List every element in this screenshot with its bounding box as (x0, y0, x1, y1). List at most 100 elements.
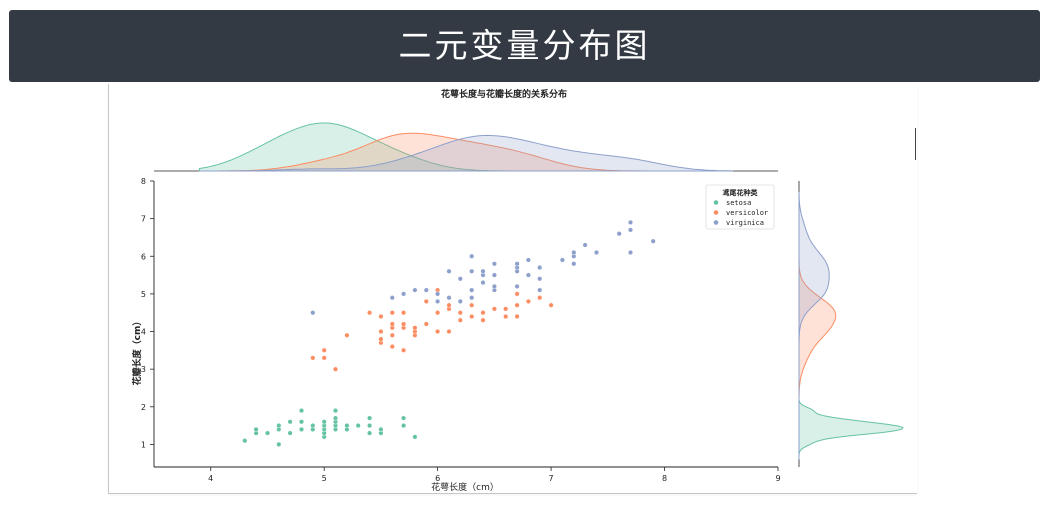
scatter-point-versicolor (389, 344, 395, 350)
scatter-point-virginica (491, 272, 497, 278)
scatter-point-virginica (571, 261, 577, 267)
scatter-point-virginica (469, 295, 475, 301)
scatter-point-virginica (423, 287, 429, 293)
scatter-point-setosa (242, 438, 248, 444)
scatter-point-versicolor (401, 310, 407, 316)
x-axis-label: 花萼长度（cm） (431, 481, 499, 493)
scatter-point-setosa (332, 408, 338, 414)
scatter-point-virginica (310, 310, 316, 316)
scatter-point-versicolor (378, 336, 384, 342)
scatter-point-versicolor (469, 302, 475, 308)
scatter-point-versicolor (514, 291, 520, 297)
main-axes: 4 5 6 7 8 9 1 2 3 4 5 6 7 8 (141, 177, 781, 483)
top-kde-virginica (199, 134, 734, 172)
y-tick-label: 6 (141, 252, 146, 261)
banner-title: 二元变量分布图 (398, 26, 651, 65)
scatter-point-virginica (446, 268, 452, 274)
scatter-point-versicolor (389, 310, 395, 316)
scatter-point-virginica (571, 249, 577, 255)
scatter-point-virginica (480, 268, 486, 274)
scatter-point-virginica (525, 257, 531, 263)
x-tick-label: 6 (435, 474, 440, 483)
legend-marker-setosa (713, 200, 719, 205)
right-marginal-kde (798, 181, 904, 467)
scatter-point-virginica (491, 261, 497, 267)
scatter-point-setosa (412, 434, 418, 440)
scatter-point-versicolor (401, 347, 407, 353)
scatter-point-virginica (514, 261, 520, 267)
scatter-point-versicolor (435, 310, 441, 316)
scatter-point-virginica (389, 295, 395, 301)
scatter-point-versicolor (503, 306, 509, 312)
scatter-point-versicolor (457, 310, 463, 316)
scatter-point-virginica (435, 291, 441, 297)
scatter-point-setosa (298, 408, 304, 414)
legend-marker-virginica (713, 220, 719, 225)
scatter-point-virginica (469, 268, 475, 274)
scatter-point-virginica (469, 253, 475, 259)
scatter-point-virginica (457, 276, 463, 282)
scatter-point-virginica (491, 283, 497, 289)
scatter-point-setosa (367, 415, 373, 421)
scatter-point-virginica (537, 287, 543, 293)
legend-box (705, 184, 775, 230)
scatter-point-virginica (469, 287, 475, 293)
scatter-point-virginica (412, 287, 418, 293)
scatter-point-versicolor (480, 310, 486, 316)
scatter-points (242, 219, 656, 447)
legend-marker-versicolor (713, 210, 719, 215)
x-tick-label: 8 (662, 474, 667, 483)
scatter-point-versicolor (503, 313, 509, 319)
scatter-point-virginica (401, 291, 407, 297)
legend-label-versicolor: versicolor (726, 209, 768, 217)
figure-edge-mark (915, 128, 916, 160)
scatter-point-setosa (298, 419, 304, 425)
y-tick-label: 3 (141, 365, 146, 374)
scatter-point-virginica (628, 219, 634, 225)
jointplot-figure: 4 5 6 7 8 9 1 2 3 4 5 6 7 8 鸢尾花种类 setosa versicolor virg… (108, 84, 917, 494)
scatter-point-setosa (367, 430, 373, 436)
scatter-point-setosa (287, 419, 293, 425)
legend-title: 鸢尾花种类 (723, 188, 759, 197)
scatter-point-setosa (321, 419, 327, 425)
scatter-point-virginica (616, 231, 622, 237)
scatter-point-virginica (582, 242, 588, 248)
scatter-point-versicolor (401, 321, 407, 327)
scatter-point-versicolor (435, 328, 441, 334)
scatter-point-versicolor (310, 355, 316, 361)
scatter-point-versicolor (525, 298, 531, 304)
scatter-point-versicolor (446, 328, 452, 334)
scatter-point-versicolor (321, 355, 327, 361)
chart-title: 花萼长度与花瓣长度的关系分布 (441, 88, 567, 100)
scatter-point-setosa (401, 423, 407, 429)
scatter-point-virginica (446, 295, 452, 301)
scatter-point-versicolor (321, 347, 327, 353)
y-axis-label: 花瓣长度（cm） (131, 317, 143, 386)
y-tick-label: 4 (141, 328, 146, 337)
x-tick-label: 7 (549, 474, 554, 483)
scatter-point-virginica (435, 298, 441, 304)
scatter-point-virginica (559, 257, 565, 263)
scatter-point-virginica (537, 276, 543, 282)
scatter-point-versicolor (423, 321, 429, 327)
scatter-point-setosa (355, 423, 361, 429)
scatter-point-virginica (480, 280, 486, 286)
scatter-point-setosa (344, 423, 350, 429)
scatter-point-versicolor (423, 298, 429, 304)
scatter-point-versicolor (469, 313, 475, 319)
right-kde-virginica (798, 191, 830, 460)
x-tick-label: 5 (322, 474, 327, 483)
y-tick-label: 2 (141, 403, 146, 412)
legend: 鸢尾花种类 setosa versicolor virginica (705, 184, 775, 230)
scatter-point-setosa (287, 430, 293, 436)
scatter-point-setosa (276, 423, 282, 429)
scatter-point-setosa (264, 430, 270, 436)
scatter-point-virginica (457, 298, 463, 304)
legend-label-virginica: virginica (726, 219, 764, 227)
jointplot-chart: 4 5 6 7 8 9 1 2 3 4 5 6 7 8 鸢尾花种类 setosa versicolor virg… (131, 88, 904, 493)
scatter-point-versicolor (412, 325, 418, 331)
scatter-point-virginica (650, 238, 656, 244)
scatter-point-versicolor (367, 310, 373, 316)
scatter-point-versicolor (378, 313, 384, 319)
scatter-point-versicolor (514, 302, 520, 308)
